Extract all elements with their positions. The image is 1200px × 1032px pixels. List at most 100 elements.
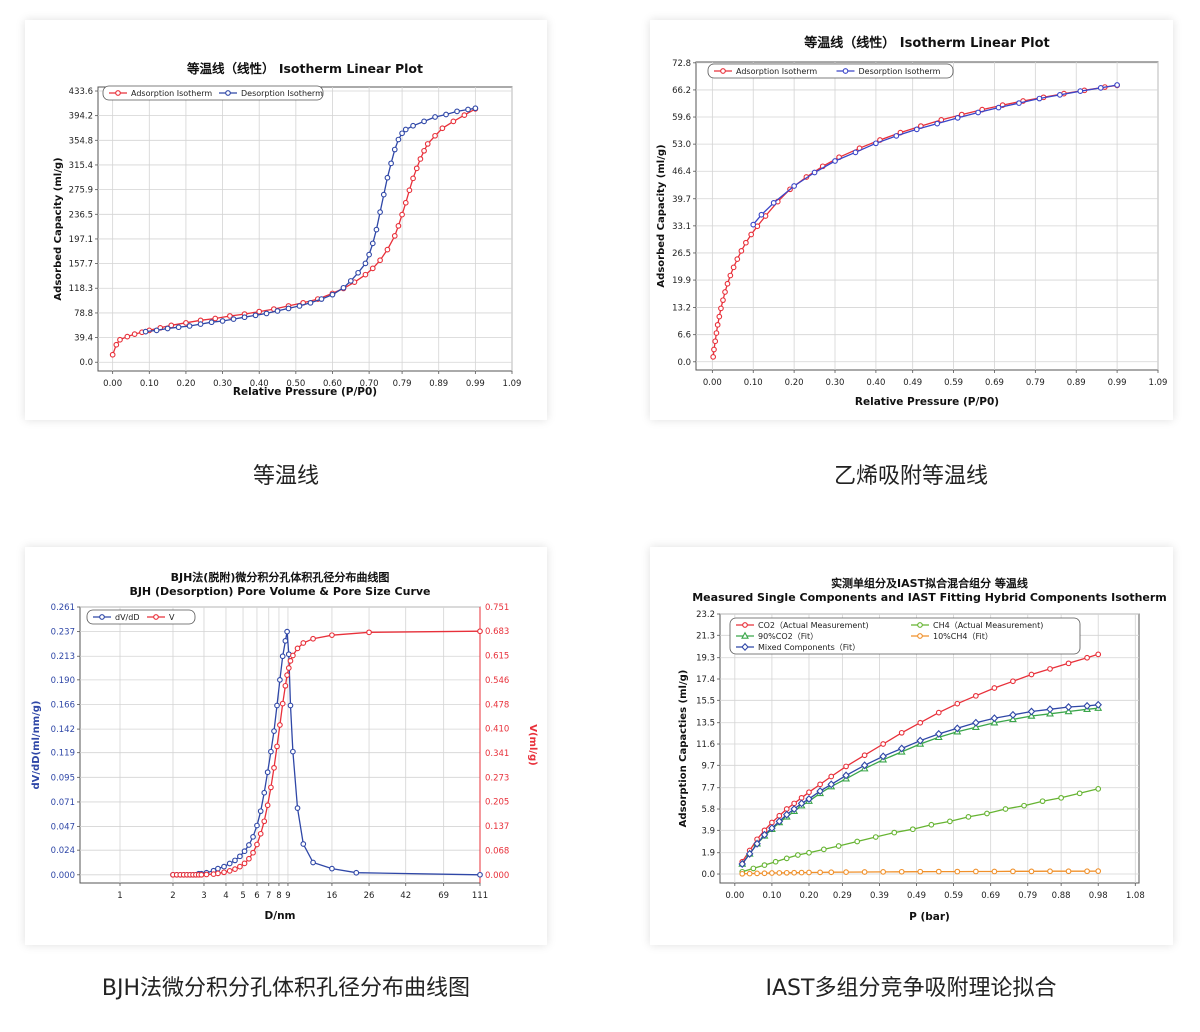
- tick-labels: 0.00 0.10 0.20 0.29 0.39 0.49 0.59 0.69 0.79 0.88…: [696, 610, 1145, 901]
- y-tick-label: 0.047: [51, 823, 75, 833]
- x-tick-label: 69: [438, 891, 449, 901]
- series-co2-actual-measurement: [739, 651, 1102, 865]
- legend-label: dV/dD: [115, 613, 139, 622]
- data-point: [828, 869, 835, 876]
- y-tick-label: 59.6: [672, 113, 691, 123]
- x-axis-label: Relative Pressure (P/P0): [233, 386, 377, 398]
- y-tick-label: 13.5: [696, 719, 715, 729]
- data-point: [1010, 868, 1016, 875]
- data-point: [797, 799, 806, 808]
- y-tick-label: 19.3: [696, 654, 715, 664]
- data-point: [109, 351, 116, 358]
- chart-iast: 0.00 0.10 0.20 0.29 0.39 0.49 0.59 0.69 0.79 0.88…: [678, 576, 1167, 923]
- y-tick-label: 394.2: [69, 112, 93, 122]
- data-point: [285, 305, 292, 312]
- tick-labels: 1 2 3 4 5 6 7 8 9 16 26 42 69 111 0.000 0.024 0.047 0.071…: [51, 603, 510, 901]
- data-point: [842, 771, 850, 780]
- data-point: [1036, 95, 1043, 102]
- data-point: [769, 870, 775, 876]
- x-tick-label: 0.99: [1108, 378, 1127, 388]
- x-tick-label: 0.79: [1026, 378, 1045, 388]
- x-tick-label: 1: [117, 891, 122, 901]
- x-tick-label: 0.59: [944, 891, 963, 901]
- data-point: [402, 199, 409, 206]
- data-point: [355, 269, 361, 276]
- data-point: [843, 869, 849, 875]
- data-point: [377, 257, 383, 264]
- x-tick-label: 0.79: [1018, 891, 1037, 901]
- x-axis-label: P (bar): [909, 911, 950, 923]
- data-point: [820, 846, 827, 853]
- data-point: [131, 331, 138, 337]
- data-point: [212, 315, 219, 322]
- data-point: [237, 863, 243, 870]
- data-point: [761, 870, 768, 877]
- data-point: [754, 870, 760, 877]
- legend-entry: dV/dD: [93, 613, 139, 622]
- data-point: [775, 817, 784, 826]
- y-tick-label: 0.000: [51, 871, 75, 881]
- y-tick-label: 275.9: [69, 186, 93, 196]
- data-point: [783, 869, 790, 876]
- x-tick-label: 0.30: [826, 378, 845, 388]
- y-tick-label: 11.6: [696, 740, 715, 750]
- data-point: [232, 866, 238, 872]
- data-point: [198, 871, 205, 878]
- data-point: [947, 818, 953, 825]
- data-point: [828, 773, 835, 780]
- legend-swatch-marker: [917, 633, 923, 639]
- y-axis-label: dV/dD(ml/nm/g): [31, 701, 42, 790]
- legend-swatch-marker: [115, 90, 121, 96]
- chart-isotherm: 0.00 0.10 0.20 0.30 0.40 0.50 0.60 0.70 0.79 0.89…: [53, 61, 521, 398]
- x-tick-label: 0.98: [1089, 891, 1108, 901]
- data-point: [290, 748, 296, 755]
- data-point: [917, 719, 924, 726]
- x-tick-label: 0.20: [176, 379, 195, 389]
- data-point: [410, 122, 416, 129]
- y-tick-label: 1.9: [701, 849, 715, 859]
- data-point: [1114, 82, 1120, 88]
- y-tick-label: 33.1: [672, 222, 691, 232]
- y-tick-label: 0.0: [701, 870, 715, 880]
- y-tick-label: 26.5: [672, 249, 691, 259]
- legend-label: Adsorption Isotherm: [131, 89, 212, 98]
- legend-swatch-marker: [741, 642, 749, 652]
- data-point: [226, 868, 233, 874]
- data-point: [264, 769, 271, 776]
- data-point: [221, 863, 227, 870]
- legend-entry: Desorption Isotherm: [836, 67, 941, 76]
- legend-entry: Adsorption Isotherm: [714, 67, 817, 76]
- data-point: [1083, 701, 1091, 710]
- data-point: [1027, 707, 1036, 716]
- y-tick-label: 0.095: [51, 773, 75, 783]
- data-point: [783, 855, 790, 862]
- series-desorption-isotherm: [750, 82, 1120, 228]
- data-point: [284, 628, 290, 635]
- data-point: [1057, 92, 1063, 98]
- data-point: [203, 871, 210, 878]
- data-point: [384, 174, 391, 181]
- data-point: [300, 841, 307, 847]
- data-point: [347, 278, 354, 284]
- x-tick-label: 0.10: [762, 891, 781, 901]
- data-point: [935, 709, 942, 716]
- x-tick-label: 0.60: [323, 379, 342, 389]
- legend-entry: Mixed Components（Fit）: [736, 642, 860, 652]
- data-point: [811, 169, 818, 176]
- y-tick-label: 433.6: [69, 87, 93, 97]
- legend: Adsorption Isotherm Desorption Isotherm: [102, 85, 324, 101]
- y-tick-label: 5.8: [701, 805, 715, 815]
- data-point: [712, 338, 719, 345]
- data-point: [417, 156, 424, 162]
- data-point: [782, 810, 791, 819]
- chart-title: 实测单组分及IAST拟合混合组分 等温线: [831, 576, 1028, 590]
- data-point: [750, 221, 757, 228]
- legend-entry: 10%CH4（Fit）: [911, 632, 993, 641]
- data-point: [388, 160, 394, 167]
- caption-ethylene-isotherm: 乙烯吸附等温线: [833, 464, 988, 489]
- data-point: [329, 291, 336, 298]
- x-tick-label: 0.00: [703, 378, 722, 388]
- y2-tick-label: 0.410: [485, 725, 509, 735]
- data-point: [1077, 88, 1084, 95]
- legend-swatch-marker: [153, 614, 159, 620]
